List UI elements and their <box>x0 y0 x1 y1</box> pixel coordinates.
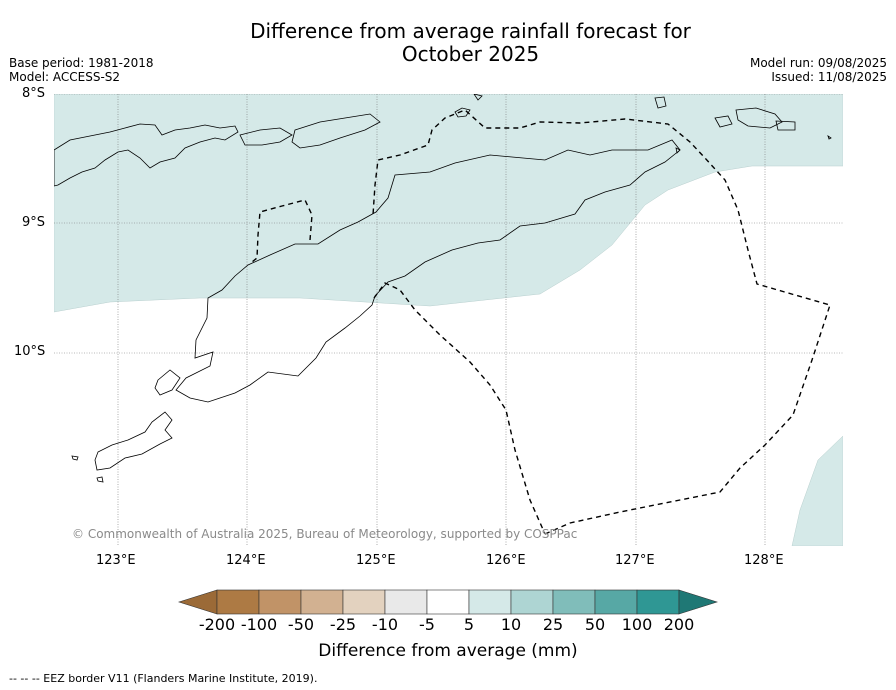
leti-island <box>714 115 733 128</box>
issued-label: Issued: 11/08/2025 <box>771 70 887 84</box>
colorbar-extend-high <box>678 589 718 615</box>
map-title-line1: Difference from average rainfall forecas… <box>250 19 691 43</box>
map-gridlines <box>54 94 843 546</box>
pantar-island <box>291 113 381 149</box>
colorbar-tick-label: -5 <box>419 615 435 634</box>
small-islet-2 <box>96 476 104 483</box>
alor-island <box>239 127 293 146</box>
colorbar-swatch <box>258 589 302 615</box>
colorbar-tick-label: 5 <box>463 615 475 634</box>
small-islet <box>71 455 79 461</box>
timor-island <box>175 139 681 403</box>
lon-label-124e: 124°E <box>226 553 266 568</box>
coastline <box>54 94 832 483</box>
atauro-islet <box>675 147 681 154</box>
romang-island <box>654 96 667 109</box>
colorbar-swatch <box>552 589 596 615</box>
colorbar-swatch <box>216 589 260 615</box>
far-east-islet <box>827 135 832 140</box>
lon-label-126e: 126°E <box>486 553 526 568</box>
base-period-label: Base period: 1981-2018 <box>9 56 154 70</box>
model-label: Model: ACCESS-S2 <box>9 70 121 84</box>
colorbar-tick-label: 200 <box>663 615 695 634</box>
above-average-region-north <box>54 94 843 313</box>
moa-island <box>775 120 796 131</box>
lat-label-9s: 9°S <box>22 215 46 230</box>
meta-right: Model run: 09/08/2025 Issued: 11/08/2025 <box>750 56 887 84</box>
lat-label-10s: 10°S <box>14 344 46 359</box>
colorbar-swatch <box>468 589 512 615</box>
babar-island <box>735 107 783 129</box>
colorbar-tick-label: 10 <box>500 615 522 634</box>
eez-border-note: -- -- -- EEZ border V11 (Flanders Marine… <box>9 672 318 685</box>
colorbar-extend-low <box>178 589 218 615</box>
copyright-notice: © Commonwealth of Australia 2025, Bureau… <box>72 527 578 541</box>
colorbar-tick-label: 25 <box>542 615 564 634</box>
colorbar-title: Difference from average (mm) <box>318 641 578 661</box>
lon-label-128e: 128°E <box>744 553 784 568</box>
above-average-region-southeast <box>791 435 843 546</box>
savu-island <box>94 411 173 471</box>
north-islet <box>473 94 483 101</box>
colorbar-swatch <box>594 589 638 615</box>
colorbar-swatch <box>300 589 344 615</box>
colorbar-tick-label: -200 <box>198 615 236 634</box>
colorbar-tick-label: 100 <box>621 615 653 634</box>
colorbar-tick-label: -10 <box>371 615 399 634</box>
colorbar-tick-label: 50 <box>584 615 606 634</box>
colorbar-tick-label: -100 <box>240 615 278 634</box>
map-title: Difference from average rainfall forecas… <box>0 20 896 66</box>
rote-island <box>154 369 181 396</box>
colorbar-swatch <box>510 589 554 615</box>
map-title-line2: October 2025 <box>401 42 540 66</box>
model-run-label: Model run: 09/08/2025 <box>749 56 887 70</box>
colorbar-swatch <box>384 589 428 615</box>
lon-label-125e: 125°E <box>356 553 396 568</box>
colorbar-swatch <box>426 589 470 615</box>
meta-left: Base period: 1981-2018 Model: ACCESS-S2 <box>9 56 154 84</box>
eez-border <box>251 109 831 535</box>
colorbar-swatch <box>636 589 680 615</box>
lon-label-127e: 127°E <box>615 553 655 568</box>
flores-island <box>54 123 239 187</box>
lat-label-8s: 8°S <box>22 86 46 101</box>
colorbar-tick-label: -25 <box>329 615 357 634</box>
lon-label-123e: 123°E <box>96 553 136 568</box>
colorbar-tick-label: -50 <box>287 615 315 634</box>
colorbar-swatch <box>342 589 386 615</box>
